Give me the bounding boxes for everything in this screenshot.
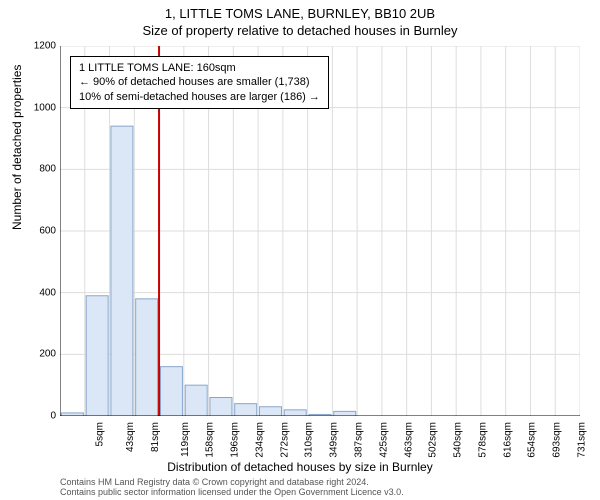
x-tick: 349sqm	[329, 422, 340, 458]
y-tick: 800	[26, 164, 56, 175]
x-tick: 43sqm	[125, 422, 136, 452]
x-tick: 310sqm	[304, 422, 315, 458]
y-tick: 400	[26, 287, 56, 298]
x-tick: 616sqm	[502, 422, 513, 458]
x-tick: 502sqm	[428, 422, 439, 458]
x-tick: 693sqm	[552, 422, 563, 458]
info-line-3: 10% of semi-detached houses are larger (…	[79, 90, 320, 104]
y-tick: 1200	[26, 41, 56, 52]
x-tick: 540sqm	[453, 422, 464, 458]
x-tick: 81sqm	[150, 422, 161, 452]
footer: Contains HM Land Registry data © Crown c…	[60, 478, 404, 498]
x-tick: 272sqm	[279, 422, 290, 458]
y-tick: 600	[26, 226, 56, 237]
title-sub: Size of property relative to detached ho…	[0, 21, 600, 38]
x-tick: 731sqm	[576, 422, 587, 458]
y-axis-label: Number of detached properties	[10, 65, 24, 230]
info-line-2: ← 90% of detached houses are smaller (1,…	[79, 75, 320, 89]
x-axis-label: Distribution of detached houses by size …	[0, 460, 600, 474]
x-tick: 234sqm	[255, 422, 266, 458]
y-tick: 1000	[26, 102, 56, 113]
x-tick: 654sqm	[527, 422, 538, 458]
chart-container: 1, LITTLE TOMS LANE, BURNLEY, BB10 2UB S…	[0, 0, 600, 500]
x-tick: 387sqm	[354, 422, 365, 458]
info-box: 1 LITTLE TOMS LANE: 160sqm ← 90% of deta…	[70, 56, 329, 109]
y-tick: 200	[26, 349, 56, 360]
info-line-1: 1 LITTLE TOMS LANE: 160sqm	[79, 61, 320, 75]
title-main: 1, LITTLE TOMS LANE, BURNLEY, BB10 2UB	[0, 0, 600, 21]
x-tick: 196sqm	[230, 422, 241, 458]
x-tick: 425sqm	[378, 422, 389, 458]
x-tick: 5sqm	[95, 422, 106, 446]
x-tick: 463sqm	[403, 422, 414, 458]
x-tick: 578sqm	[477, 422, 488, 458]
y-tick: 0	[26, 411, 56, 422]
x-tick: 158sqm	[205, 422, 216, 458]
footer-line-2: Contains public sector information licen…	[60, 488, 404, 498]
x-tick: 119sqm	[180, 422, 191, 457]
